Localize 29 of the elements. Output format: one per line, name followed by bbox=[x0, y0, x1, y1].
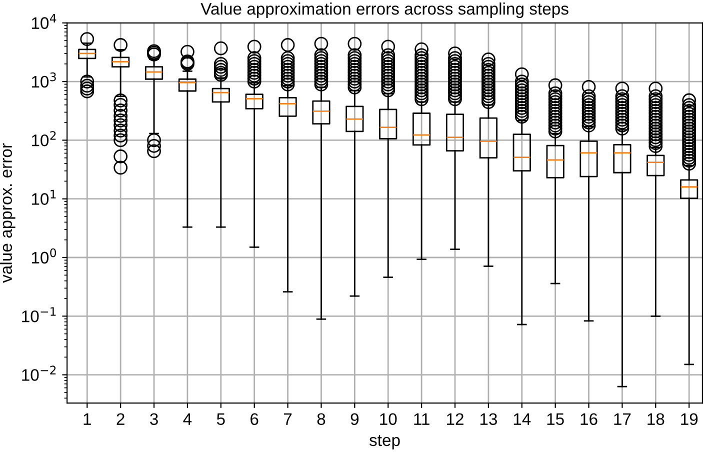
y-tick-label: 10$^{3}$ bbox=[32, 72, 56, 88]
x-tick-label: 2 bbox=[116, 413, 124, 425]
y-tick-label: 10$^{1}$ bbox=[32, 190, 56, 205]
x-tick-label: 5 bbox=[216, 413, 225, 426]
x-tick-label: 11 bbox=[414, 413, 430, 425]
x-tick-label: 19 bbox=[681, 413, 698, 426]
x-tick-label: 9 bbox=[350, 413, 359, 426]
y-tick-label: 10$^{2}$ bbox=[32, 131, 56, 146]
x-tick-label: 7 bbox=[284, 413, 292, 425]
x-tick-label: 17 bbox=[614, 413, 631, 425]
y-tick-label: 10$^{−2}$ bbox=[22, 366, 56, 381]
x-tick-label: 13 bbox=[480, 413, 497, 426]
x-tick-label: 10 bbox=[380, 413, 397, 426]
x-axis-title: step bbox=[369, 435, 400, 450]
x-tick-label: 4 bbox=[183, 413, 192, 425]
chart-title: Value approximation errors across sampling steps bbox=[200, 2, 568, 18]
y-axis-title: value approx. error bbox=[0, 143, 16, 283]
x-tick-label: 18 bbox=[648, 413, 664, 426]
y-tick-label: 10$^{4}$ bbox=[32, 14, 56, 29]
x-tick-label: 14 bbox=[514, 413, 531, 425]
x-tick-label: 16 bbox=[580, 413, 598, 426]
x-tick-label: 3 bbox=[150, 413, 158, 426]
y-tick-label: 10$^{0}$ bbox=[32, 248, 56, 264]
x-tick-label: 15 bbox=[547, 413, 564, 426]
y-tick-label: 10$^{−1}$ bbox=[22, 307, 56, 322]
x-tick-label: 12 bbox=[447, 413, 464, 425]
x-tick-label: 6 bbox=[250, 413, 258, 426]
x-tick-label: 8 bbox=[317, 413, 326, 426]
x-tick-label: 1 bbox=[84, 413, 91, 425]
